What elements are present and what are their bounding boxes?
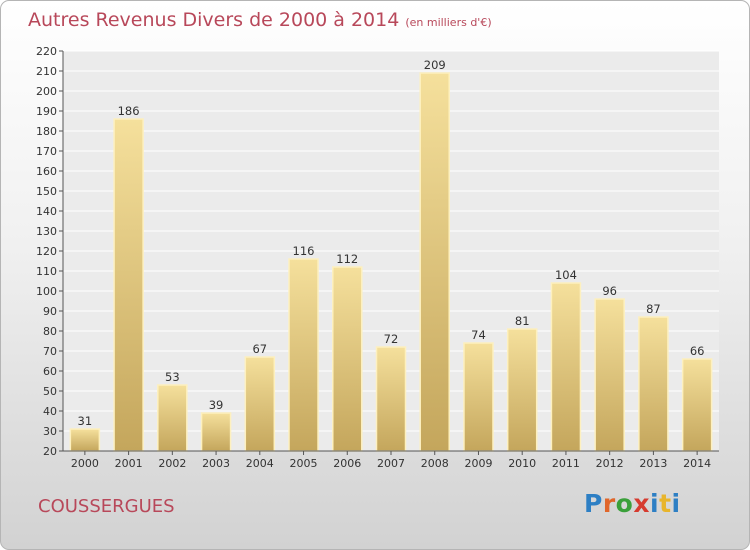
y-tick-label: 30	[43, 425, 57, 438]
data-label: 67	[252, 342, 267, 356]
chart-unit: (en milliers d'€)	[405, 16, 492, 29]
data-label: 87	[646, 302, 661, 316]
y-tick-label: 60	[43, 365, 57, 378]
data-label: 81	[515, 314, 530, 328]
bar	[157, 384, 188, 452]
x-tick-label: 2007	[377, 457, 405, 470]
y-tick-label: 140	[36, 205, 57, 218]
bar	[638, 316, 669, 452]
data-label: 66	[690, 344, 705, 358]
data-label: 39	[209, 398, 224, 412]
bar	[506, 328, 538, 452]
logo-letter: o	[615, 489, 634, 518]
bar	[288, 258, 319, 452]
x-tick-label: 2013	[639, 457, 667, 470]
logo-letter: x	[633, 489, 650, 518]
bar	[463, 342, 494, 452]
data-label: 53	[165, 370, 180, 384]
y-axis: 20 30 40 50 60 70 80 90 100 110 120 130 140 150 160 170…	[36, 45, 64, 458]
y-tick-label: 120	[36, 245, 57, 258]
x-tick-label: 2004	[246, 457, 274, 470]
y-tick-label: 160	[36, 165, 57, 178]
data-label: 186	[118, 104, 140, 118]
bar	[69, 428, 101, 452]
proxiti-logo: Proxiti	[584, 489, 681, 518]
commune-name: COUSSERGUES	[38, 496, 175, 517]
y-tick-label: 100	[36, 285, 57, 298]
bar	[681, 358, 713, 452]
x-axis: 2000 2001 2002 2003 2004 2005 2006 2007 2008 2009…	[63, 450, 719, 470]
x-tick-label: 2000	[71, 457, 99, 470]
y-tick-label: 20	[43, 445, 57, 458]
x-tick-label: 2012	[596, 457, 624, 470]
chart-title-text: Autres Revenus Divers de 2000 à 2014	[28, 9, 400, 31]
y-tick-label: 220	[36, 45, 57, 58]
data-labels: 31 186 53 39 67 116 112 72 209 74 81 104 96 87 66	[78, 58, 705, 428]
y-tick-label: 40	[43, 405, 57, 418]
x-tick-label: 2010	[508, 457, 536, 470]
x-tick-label: 2002	[158, 457, 186, 470]
y-tick-label: 90	[43, 305, 57, 318]
x-tick-label: 2009	[464, 457, 492, 470]
logo-letter: i	[671, 489, 681, 518]
y-tick-label: 180	[36, 125, 57, 138]
bar	[419, 72, 450, 452]
x-tick-label: 2005	[290, 457, 318, 470]
x-tick-label: 2003	[202, 457, 230, 470]
bar	[200, 412, 232, 452]
bar	[332, 266, 363, 452]
y-tick-label: 110	[36, 265, 57, 278]
logo-letter: i	[650, 489, 660, 518]
logo-letter: P	[584, 489, 603, 518]
logo-letter: t	[659, 489, 672, 518]
y-tick-label: 210	[36, 65, 57, 78]
x-tick-label: 2001	[115, 457, 143, 470]
y-tick-label: 130	[36, 225, 57, 238]
data-label: 74	[471, 328, 486, 342]
bar	[244, 356, 276, 452]
bar	[375, 346, 407, 452]
y-tick-label: 80	[43, 325, 57, 338]
x-tick-label: 2008	[421, 457, 449, 470]
logo-letter: r	[602, 489, 616, 518]
data-label: 116	[293, 244, 315, 258]
y-tick-label: 150	[36, 185, 57, 198]
data-label: 96	[602, 284, 617, 298]
data-label: 209	[424, 58, 446, 72]
data-label: 31	[78, 414, 93, 428]
data-label: 72	[384, 332, 399, 346]
y-tick-label: 200	[36, 85, 57, 98]
bar	[594, 298, 625, 452]
data-label: 112	[336, 252, 358, 266]
x-tick-label: 2014	[683, 457, 711, 470]
chart-title: Autres Revenus Divers de 2000 à 2014 (en …	[28, 9, 492, 31]
bars	[69, 72, 713, 452]
y-tick-label: 190	[36, 105, 57, 118]
bar	[113, 118, 144, 452]
x-tick-label: 2011	[552, 457, 580, 470]
y-tick-label: 170	[36, 145, 57, 158]
y-tick-label: 70	[43, 345, 57, 358]
data-label: 104	[555, 268, 577, 282]
y-tick-label: 50	[43, 385, 57, 398]
x-tick-label: 2006	[333, 457, 361, 470]
bar	[550, 282, 582, 452]
